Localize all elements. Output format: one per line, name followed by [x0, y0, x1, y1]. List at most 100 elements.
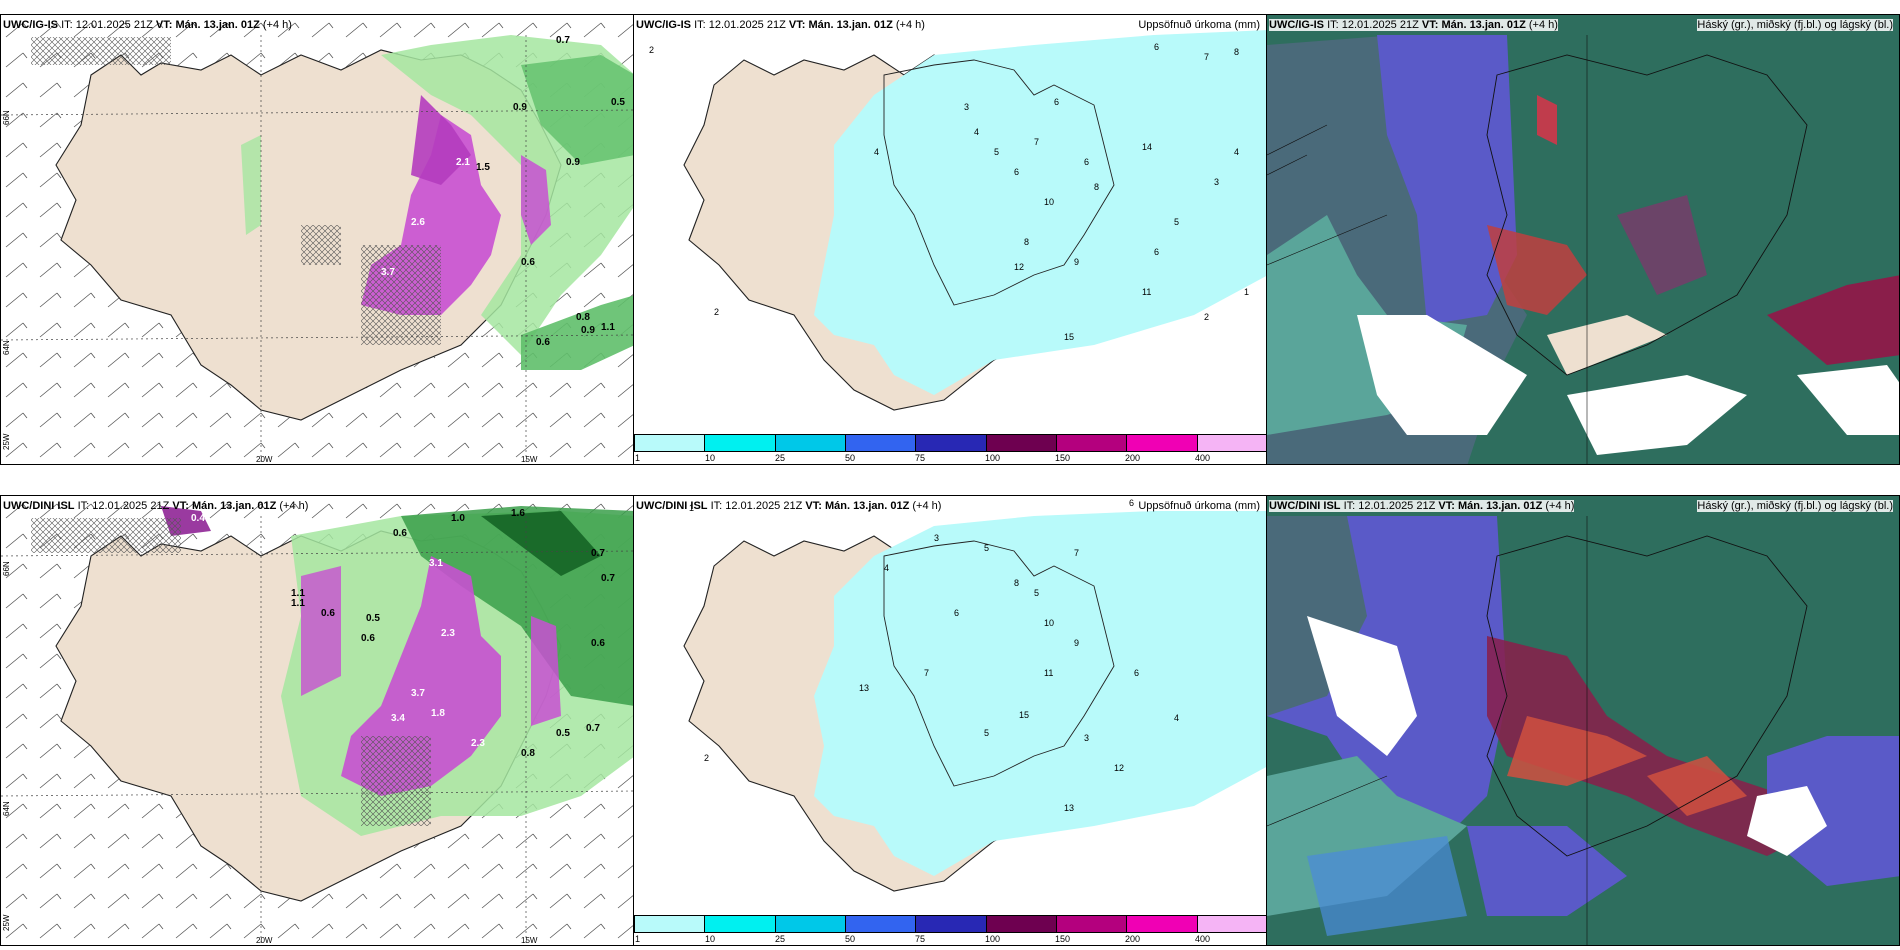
panel-title: UWC/DINI ISL IT: 12.01.2025 21Z VT: Mán.…	[1269, 500, 1575, 512]
precip-value: 0.4	[191, 513, 205, 524]
accum-value: 3	[964, 102, 969, 112]
accum-value: 8	[1234, 47, 1239, 57]
accum-value: 6	[954, 608, 959, 618]
precip-value: 0.9	[566, 157, 580, 168]
lat-label-64n: 64N	[2, 801, 11, 816]
precip-value: 0.9	[581, 325, 595, 336]
accum-value: 2	[649, 45, 654, 55]
accum-value: 1	[689, 503, 694, 513]
precip-value: 0.7	[586, 723, 600, 734]
accum-value: 2	[704, 753, 709, 763]
precip-value-labels: 0.7 0.5 0.9 0.9 2.1 1.5 0.8 0.9 0.6 2.6 …	[381, 35, 625, 348]
precip-value: 1.8	[431, 708, 445, 719]
accum-value-labels: 1 6 3 5 7 4 8 5 6 10 9 11 13 15 7 5 3 2 …	[689, 498, 1179, 813]
precip-value: 0.5	[556, 728, 570, 739]
precip-value: 1.6	[511, 508, 525, 519]
colorbar-swatch	[635, 916, 706, 932]
panel-variable-title: Uppsöfnuð úrkoma (mm)	[1138, 500, 1260, 512]
lon-label-20w: 20W	[256, 455, 273, 464]
panel-bottom-precip-wind: UWC/DINI ISL IT: 12.01.2025 21Z VT: Mán.…	[0, 495, 634, 946]
panel-bottom-accum: UWC/DINI ISL IT: 12.01.2025 21Z VT: Mán.…	[633, 495, 1267, 946]
panel-title: UWC/IG-IS IT: 12.01.2025 21Z VT: Mán. 13…	[3, 19, 292, 31]
precip-value: 2.1	[456, 157, 470, 168]
colorbar-tick: 50	[845, 453, 856, 463]
colorbar-tick: 25	[775, 453, 786, 463]
accum-value: 9	[1074, 257, 1079, 267]
accum-value: 5	[1034, 588, 1039, 598]
panel-top-clouds: UWC/IG-IS IT: 12.01.2025 21Z VT: Mán. 13…	[1266, 14, 1900, 465]
colorbar-tick: 100	[985, 934, 1001, 944]
precip-value: 1.1	[291, 588, 305, 599]
accum-value: 8	[1024, 237, 1029, 247]
colorbar	[634, 434, 1266, 452]
accum-value: 7	[1034, 137, 1039, 147]
precip-wind-map: 1.0 0.6 1.6 0.7 0.7 3.1 2.3 1.1 0.6 0.5 …	[1, 496, 633, 945]
accum-value: 6	[1134, 668, 1139, 678]
accum-value: 5	[984, 728, 989, 738]
colorbar-tick: 50	[845, 934, 856, 944]
accum-value: 4	[874, 147, 879, 157]
precip-value: 2.3	[441, 628, 455, 639]
cloud-map	[1267, 15, 1899, 464]
accum-value: 15	[1064, 332, 1074, 342]
colorbar-swatch	[916, 435, 987, 451]
accum-value: 9	[1074, 638, 1079, 648]
colorbar-swatch	[1197, 916, 1266, 932]
colorbar-tick: 200	[1125, 453, 1141, 463]
accum-value: 12	[1114, 763, 1124, 773]
panel-title: UWC/DINI ISL IT: 12.01.2025 21Z VT: Mán.…	[636, 500, 942, 512]
precip-value-labels: 1.0 0.6 1.6 0.7 0.7 3.1 2.3 1.1 0.6 0.5 …	[191, 508, 615, 759]
accum-value: 2	[714, 307, 719, 317]
accum-value: 15	[1019, 710, 1029, 720]
lon-label-15w: 15W	[521, 936, 538, 945]
precip-value: 0.6	[521, 257, 535, 268]
accum-value: 11	[1044, 668, 1053, 678]
panel-top-precip-wind: UWC/IG-IS IT: 12.01.2025 21Z VT: Mán. 13…	[0, 14, 634, 465]
colorbar-tick: 150	[1055, 934, 1071, 944]
precip-value: 0.6	[321, 608, 335, 619]
accum-value: 1	[1244, 287, 1249, 297]
accum-value: 8	[1014, 578, 1019, 588]
panel-title: UWC/IG-IS IT: 12.01.2025 21Z VT: Mán. 13…	[1269, 19, 1558, 31]
accum-value: 4	[884, 563, 889, 573]
precip-value: 0.8	[521, 748, 535, 759]
accum-value: 10	[1044, 197, 1054, 207]
precip-value: 0.6	[361, 633, 375, 644]
accum-value: 4	[974, 127, 979, 137]
accum-value: 4	[1234, 147, 1239, 157]
precip-value: 3.1	[429, 558, 443, 569]
accum-value: 8	[1094, 182, 1099, 192]
precip-value: 2.6	[411, 217, 425, 228]
accum-value: 5	[1174, 217, 1179, 227]
accum-value: 14	[1142, 142, 1152, 152]
precip-value: 3.7	[411, 688, 425, 699]
panel-variable-title: Uppsöfnuð úrkoma (mm)	[1138, 19, 1260, 31]
precip-value: 0.6	[393, 528, 407, 539]
accum-value: 3	[1214, 177, 1219, 187]
colorbar-tick: 25	[775, 934, 786, 944]
lat-label-64n: 64N	[2, 340, 11, 355]
accum-value: 3	[1084, 733, 1089, 743]
colorbar-tick: 75	[915, 934, 926, 944]
panel-title: UWC/DINI ISL IT: 12.01.2025 21Z VT: Mán.…	[3, 500, 309, 512]
precip-value: 0.8	[576, 312, 590, 323]
colorbar-swatch	[705, 916, 776, 932]
precip-value: 1.1	[601, 322, 615, 333]
accum-value: 11	[1142, 287, 1151, 297]
accum-precip-map: 2 6 7 8 6 3 4 5 6 7 4 6 8 14 4 3 5 2 10 …	[649, 30, 1266, 411]
lon-label-25w: 25W	[2, 433, 11, 450]
colorbar-swatch	[1056, 435, 1128, 451]
accum-area	[814, 30, 1266, 395]
cloud-map	[1267, 496, 1899, 945]
precip-value: 0.7	[601, 573, 615, 584]
precip-value: 1.1	[291, 598, 305, 609]
colorbar-swatch	[845, 916, 917, 932]
panel-variable-title: Háský (gr.), miðský (fj.bl.) og lágský (…	[1697, 19, 1893, 31]
precip-value: 0.6	[591, 638, 605, 649]
accum-value: 7	[1074, 548, 1079, 558]
accum-value-labels: 2 6 7 8 6 3 4 5 6 7 4 6 8 14 4 3 5 2 10 …	[649, 42, 1249, 342]
accum-value: 6	[1154, 247, 1159, 257]
accum-value: 6	[1084, 157, 1089, 167]
colorbar	[634, 915, 1266, 933]
precip-value: 1.0	[451, 513, 465, 524]
